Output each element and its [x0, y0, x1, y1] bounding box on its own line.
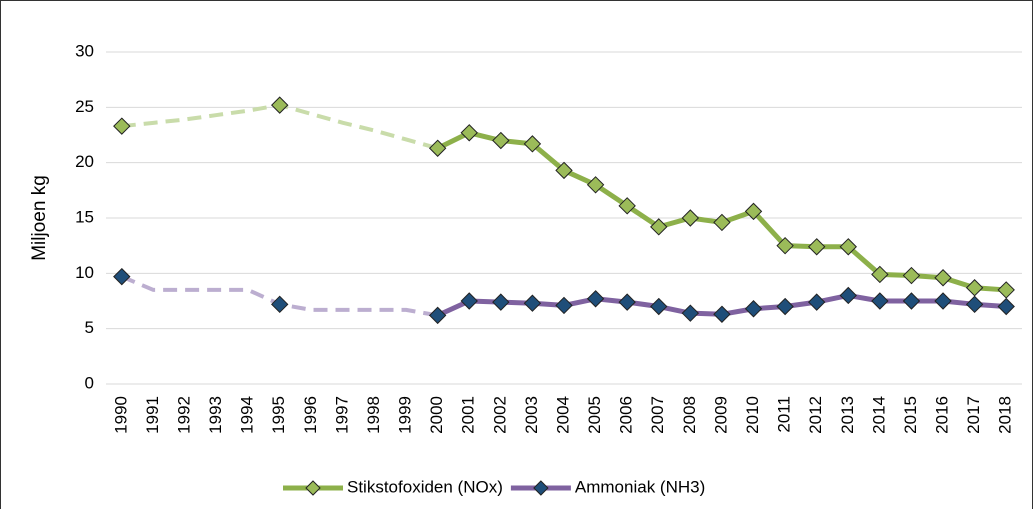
- marker: [271, 96, 289, 114]
- x-tick-label: 2006: [617, 396, 636, 434]
- x-tick-label: 2015: [901, 396, 920, 434]
- marker: [713, 305, 731, 323]
- marker: [934, 292, 952, 310]
- x-tick-label: 1996: [301, 396, 320, 434]
- x-tick-label: 2010: [743, 396, 762, 434]
- marker: [965, 279, 984, 297]
- marker: [428, 306, 447, 325]
- x-tick-label: 1992: [174, 396, 193, 434]
- marker: [902, 266, 921, 285]
- y-tick-label: 25: [75, 97, 94, 116]
- x-tick-label: 2018: [996, 396, 1015, 434]
- x-tick-label: 2005: [585, 396, 604, 434]
- marker: [965, 295, 984, 314]
- x-tick-label: 2017: [964, 396, 983, 434]
- x-tick-label: 2016: [933, 396, 952, 434]
- legend-label: Ammoniak (NH3): [575, 477, 705, 496]
- x-tick-label: 1999: [396, 396, 415, 434]
- marker: [555, 296, 573, 315]
- marker: [460, 124, 478, 142]
- marker: [271, 295, 289, 314]
- x-tick-label: 2008: [680, 396, 699, 434]
- marker: [428, 139, 447, 157]
- marker: [871, 292, 889, 310]
- marker: [555, 161, 573, 180]
- x-tick-label: 2013: [838, 396, 857, 434]
- y-tick-label: 15: [75, 207, 94, 226]
- legend-marker: [305, 480, 321, 496]
- marker: [807, 293, 826, 311]
- x-tick-label: 2011: [775, 396, 794, 433]
- legend-label: Stikstofoxiden (NOx): [347, 477, 503, 496]
- marker: [586, 176, 605, 194]
- marker: [839, 286, 857, 305]
- x-tick-label: 2014: [869, 396, 888, 434]
- marker: [681, 209, 700, 227]
- marker: [523, 294, 542, 312]
- marker: [934, 269, 952, 287]
- marker: [681, 304, 700, 322]
- marker: [713, 213, 731, 232]
- x-tick-label: 1994: [238, 396, 257, 434]
- x-tick-label: 2000: [427, 396, 446, 434]
- marker: [871, 265, 889, 284]
- marker: [744, 300, 763, 318]
- marker: [839, 238, 857, 256]
- y-tick-label: 5: [85, 318, 94, 337]
- x-tick-label: 1997: [332, 396, 351, 434]
- marker: [113, 117, 131, 135]
- y-tick-label: 20: [75, 152, 94, 171]
- marker: [807, 238, 826, 256]
- marker: [744, 202, 763, 221]
- y-tick-label: 0: [85, 373, 94, 392]
- marker: [618, 197, 636, 215]
- series-line: [436, 130, 1007, 293]
- marker: [586, 290, 605, 308]
- marker: [650, 218, 668, 236]
- legend-marker: [533, 480, 549, 496]
- x-tick-label: 2012: [806, 396, 825, 434]
- x-tick-label: 2001: [459, 396, 478, 434]
- x-tick-label: 1995: [269, 396, 288, 434]
- y-tick-label: 10: [75, 263, 94, 282]
- x-tick-label: 1991: [143, 396, 162, 434]
- y-axis-label: Miljoen kg: [29, 175, 50, 261]
- x-tick-label: 1993: [206, 396, 225, 434]
- marker: [997, 281, 1015, 299]
- x-tick-label: 2009: [711, 396, 730, 434]
- y-tick-label: 30: [75, 41, 94, 60]
- x-tick-label: 2003: [522, 396, 541, 434]
- marker: [523, 135, 542, 153]
- x-tick-label: 2002: [490, 396, 509, 434]
- marker: [776, 236, 794, 255]
- marker: [492, 131, 510, 150]
- x-tick-label: 2004: [553, 396, 572, 434]
- marker: [650, 297, 668, 316]
- x-tick-label: 1990: [111, 396, 130, 434]
- x-tick-label: 1998: [364, 396, 383, 434]
- marker: [492, 293, 510, 311]
- marker: [902, 292, 921, 310]
- marker: [113, 267, 131, 286]
- marker: [618, 293, 636, 311]
- x-tick-label: 2007: [648, 396, 667, 434]
- marker: [997, 297, 1015, 316]
- marker: [776, 297, 794, 316]
- marker: [460, 292, 478, 310]
